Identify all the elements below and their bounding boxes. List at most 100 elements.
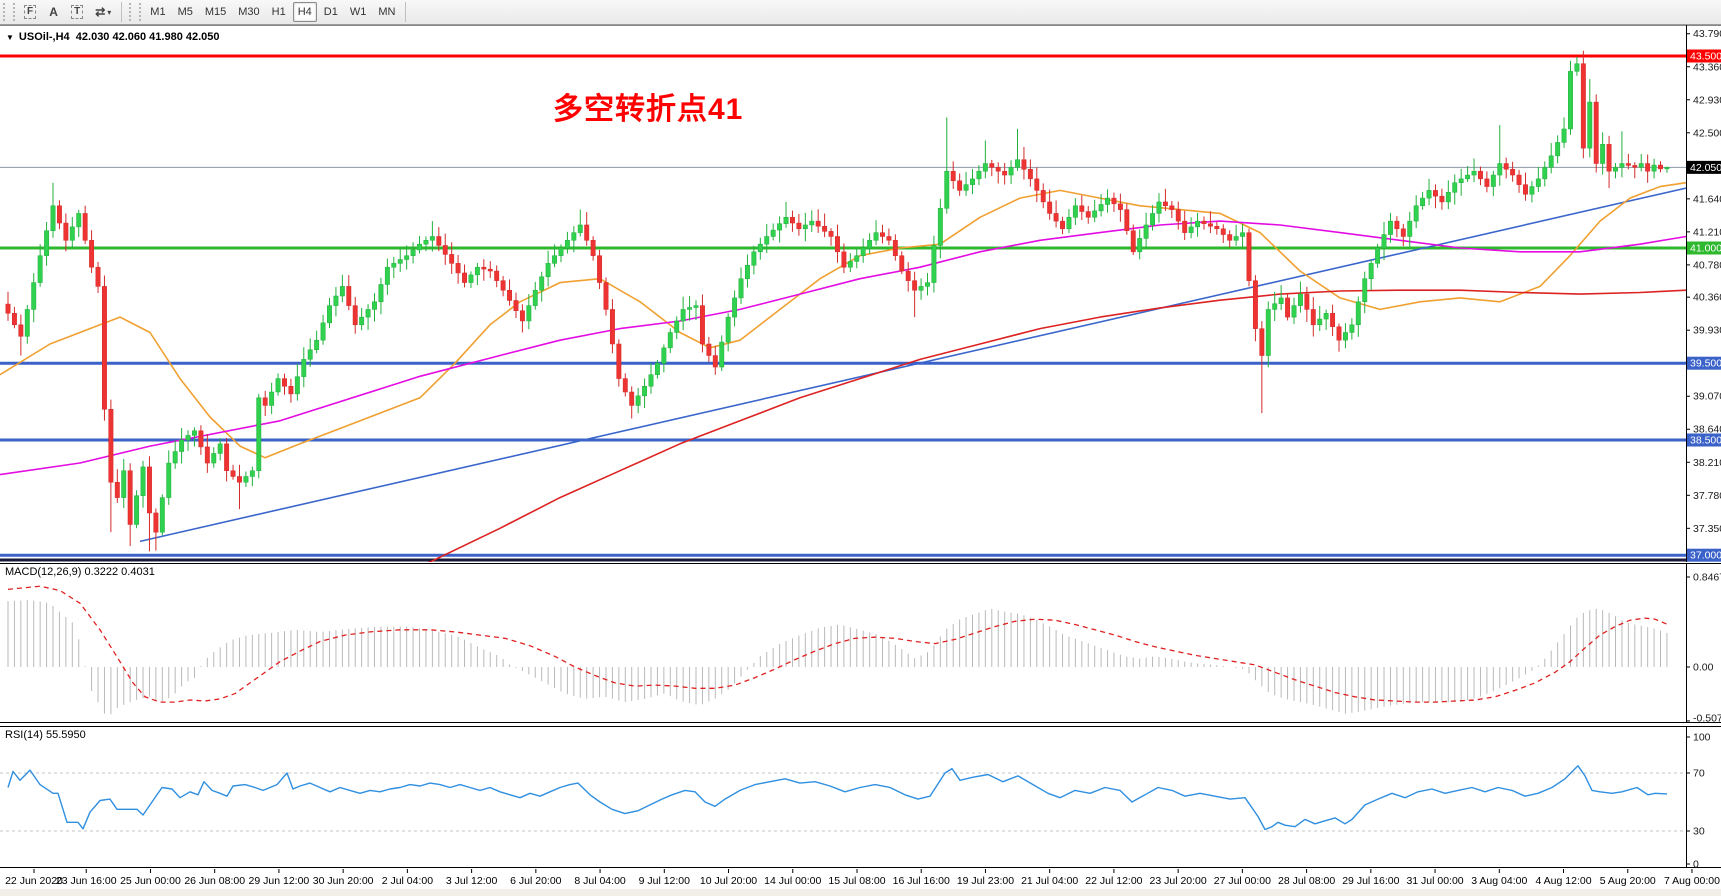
bull-candle bbox=[635, 395, 641, 406]
bear-candle bbox=[597, 255, 603, 283]
timeframe-button-m15[interactable]: M15 bbox=[204, 6, 227, 18]
bear-candle bbox=[262, 397, 268, 406]
timeframe-button-m5[interactable]: M5 bbox=[177, 6, 193, 18]
timeframe-button-d1[interactable]: D1 bbox=[323, 6, 338, 18]
bear-candle bbox=[442, 245, 448, 255]
bear-candle bbox=[822, 225, 828, 232]
bear-candle bbox=[282, 378, 287, 387]
bull-candle bbox=[185, 435, 191, 441]
chart-properties-icon[interactable]: F bbox=[19, 2, 41, 22]
ma-red-long[interactable] bbox=[425, 289, 1687, 562]
bear-candle bbox=[127, 470, 133, 525]
bear-candle bbox=[462, 272, 467, 283]
bull-candle bbox=[1105, 197, 1110, 205]
rsi-tick-label: 0 bbox=[1693, 859, 1699, 869]
cycle-arrows-icon: ⇄ bbox=[95, 5, 106, 19]
bull-candle bbox=[970, 178, 975, 185]
timeframe-button-w1[interactable]: W1 bbox=[349, 6, 367, 18]
bull-candle bbox=[217, 443, 223, 454]
bear-candle bbox=[950, 170, 956, 182]
bull-candle bbox=[1426, 190, 1432, 199]
macd-panel[interactable]: 0.8467 0.00 -0.5072 bbox=[0, 563, 1721, 723]
bull-candle bbox=[1362, 278, 1368, 303]
bull-candle bbox=[372, 301, 377, 310]
timeframe-button-m1[interactable]: M1 bbox=[150, 6, 166, 18]
bull-candle bbox=[31, 282, 37, 310]
bear-candle bbox=[622, 378, 628, 393]
timeframe-button-h1[interactable]: H1 bbox=[271, 6, 286, 18]
bull-candle bbox=[1619, 163, 1625, 168]
bear-candle bbox=[1182, 220, 1188, 233]
text-label-icon[interactable]: T bbox=[66, 2, 88, 22]
bull-candle bbox=[1651, 164, 1657, 172]
bull-candle bbox=[1471, 170, 1477, 176]
chinese-annotation-text[interactable]: 多空转折点41 bbox=[553, 93, 744, 126]
bear-candle bbox=[880, 232, 885, 237]
drawing-icon-group: F A T ⇄ ▾ bbox=[18, 2, 117, 22]
bear-candle bbox=[487, 268, 493, 272]
toolbar-drag-handle-2[interactable] bbox=[129, 3, 142, 21]
bull-candle bbox=[1529, 186, 1535, 195]
toolbar-drag-handle[interactable] bbox=[3, 3, 15, 21]
bear-candle bbox=[1478, 170, 1483, 180]
bull-candle bbox=[468, 274, 474, 283]
bear-candle bbox=[204, 446, 210, 464]
font-a-icon[interactable]: A bbox=[43, 2, 64, 22]
bear-candle bbox=[1304, 293, 1310, 310]
macd-tick-label: -0.5072 bbox=[1693, 713, 1721, 724]
date-label: 22 Jun 2020 bbox=[5, 875, 63, 887]
bear-candle bbox=[1632, 165, 1638, 168]
rsi-panel[interactable]: 100 70 30 0 bbox=[0, 726, 1721, 868]
bear-candle bbox=[237, 476, 242, 483]
bull-candle bbox=[320, 322, 326, 341]
bear-candle bbox=[1053, 213, 1059, 222]
bull-candle bbox=[410, 249, 416, 256]
bull-candle bbox=[121, 470, 127, 498]
trendline[interactable] bbox=[139, 187, 1687, 543]
timeframe-button-group: M1 M5 M15 M30 H1 H4 D1 W1 MN bbox=[144, 2, 401, 22]
bull-candle bbox=[539, 276, 545, 291]
bull-candle bbox=[134, 495, 140, 525]
bear-candle bbox=[519, 310, 525, 322]
bull-candle bbox=[1568, 71, 1573, 130]
timeframe-button-mn[interactable]: MN bbox=[378, 6, 396, 18]
price-badge bbox=[1687, 241, 1721, 255]
bull-candle bbox=[642, 385, 648, 397]
bear-candle bbox=[95, 266, 101, 287]
bull-candle bbox=[1291, 305, 1297, 318]
cycle-arrows-icon[interactable]: ⇄ ▾ bbox=[90, 2, 116, 22]
bull-candle bbox=[307, 349, 313, 360]
bull-candle bbox=[976, 170, 982, 180]
price-tick-label: 39.930 bbox=[1693, 325, 1721, 337]
date-label: 16 Jul 16:00 bbox=[893, 875, 950, 887]
symbol-dropdown-icon[interactable]: ▼ bbox=[6, 33, 14, 42]
bear-candle bbox=[5, 303, 11, 314]
main-price-chart[interactable]: 43.790 43.360 42.930 42.500 41.640 41.210 40.7… bbox=[0, 25, 1721, 562]
timeframe-button-m30[interactable]: M30 bbox=[238, 6, 260, 18]
ohlc-values: 42.030 42.060 41.980 42.050 bbox=[75, 31, 220, 43]
bull-candle bbox=[179, 439, 185, 452]
price-badge bbox=[1687, 548, 1721, 562]
bull-candle bbox=[1413, 205, 1419, 222]
bull-candle bbox=[1137, 238, 1143, 253]
bear-candle bbox=[1040, 190, 1046, 203]
bull-candle bbox=[545, 263, 551, 278]
bear-candle bbox=[1034, 178, 1040, 191]
bear-candle bbox=[815, 220, 821, 227]
bull-candle bbox=[269, 391, 275, 406]
bear-candle bbox=[455, 263, 461, 274]
date-label: 8 Jul 04:00 bbox=[574, 875, 626, 887]
bear-candle bbox=[712, 355, 718, 368]
bull-candle bbox=[757, 243, 763, 253]
bull-candle bbox=[1015, 159, 1020, 168]
bull-candle bbox=[1278, 297, 1284, 304]
timeframe-button-h4[interactable]: H4 bbox=[292, 2, 317, 22]
ma-magenta[interactable] bbox=[0, 220, 1687, 476]
date-label: 25 Jun 00:00 bbox=[120, 875, 181, 887]
price-tick-label: 38.640 bbox=[1693, 424, 1721, 436]
dropdown-caret-icon: ▾ bbox=[107, 7, 112, 17]
bear-candle bbox=[436, 236, 442, 246]
bull-candle bbox=[1445, 192, 1451, 203]
bear-candle bbox=[1214, 225, 1220, 230]
